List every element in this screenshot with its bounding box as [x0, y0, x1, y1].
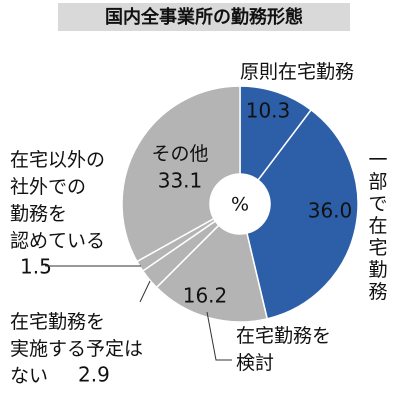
- donut-segment: [155, 224, 269, 323]
- value-label: 10.3: [246, 99, 291, 123]
- category-label: 原則在宅勤務: [240, 61, 354, 83]
- category-label: 在宅勤務を検討: [236, 325, 331, 374]
- value-label: 16.2: [183, 284, 228, 308]
- leader-line: [139, 280, 151, 303]
- label-line: 在宅勤務を: [236, 325, 331, 347]
- label-line: 勤: [368, 259, 387, 281]
- leader-line: [206, 311, 232, 361]
- label-line: 認めている: [10, 230, 105, 252]
- title-bar: [58, 3, 350, 31]
- category-label: 一部で在宅勤務: [368, 149, 387, 303]
- label-line: ない: [10, 365, 48, 387]
- label-line: 部: [368, 171, 387, 193]
- category-label: 在宅勤務を実施する予定はない: [10, 311, 143, 387]
- label-line: 原則在宅勤務: [240, 61, 354, 83]
- chart-title: 国内全事業所の勤務形態: [105, 6, 303, 28]
- value-label: 2.9: [78, 363, 110, 387]
- center-label: %: [231, 194, 249, 216]
- label-line: 務: [368, 281, 387, 303]
- label-line: その他: [151, 143, 208, 165]
- donut-segment: [246, 108, 359, 320]
- label-line: 勤務を: [10, 203, 67, 225]
- category-label: 在宅以外の社外での勤務を認めている: [10, 149, 105, 252]
- category-label: その他: [151, 143, 208, 165]
- label-line: 在: [368, 215, 387, 237]
- donut-segment: [121, 85, 241, 263]
- label-line: 宅: [368, 237, 387, 259]
- label-line: 在宅以外の: [10, 149, 105, 171]
- value-label: 36.0: [308, 199, 353, 223]
- label-line: 実施する予定は: [10, 338, 143, 360]
- label-line: 検討: [236, 352, 274, 374]
- value-label: 33.1: [158, 169, 203, 193]
- label-line: 一: [368, 149, 387, 171]
- label-line: で: [368, 193, 387, 215]
- label-line: 在宅勤務を: [10, 311, 105, 333]
- donut: [121, 85, 359, 323]
- label-line: 社外での: [10, 176, 86, 198]
